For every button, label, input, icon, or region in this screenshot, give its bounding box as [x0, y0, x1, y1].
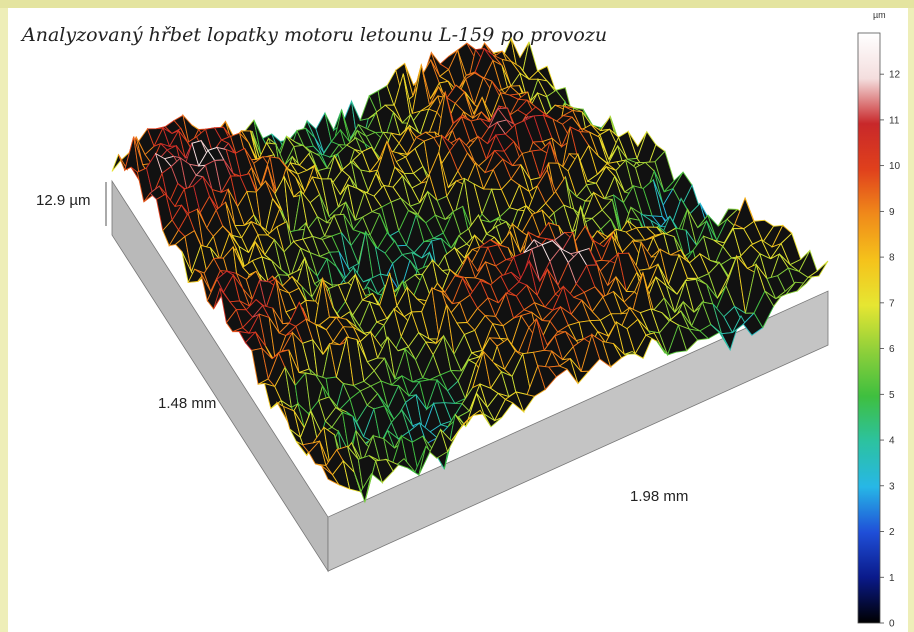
z-axis-label: 12.9 µm [36, 192, 91, 209]
colorbar-tick-label: 12 [889, 70, 901, 81]
top-band [0, 0, 914, 8]
colorbar-tick-label: 5 [889, 390, 895, 401]
colorbar-tick-label: 7 [889, 298, 895, 309]
surface-mesh [111, 36, 829, 504]
y-axis-label: 1.48 mm [158, 395, 217, 412]
colorbar-tick-label: 10 [889, 161, 901, 172]
colorbar-unit: µm [873, 10, 886, 20]
colorbar-tick-label: 9 [889, 207, 895, 218]
colorbar-tick-label: 4 [889, 436, 895, 447]
colorbar-tick-label: 2 [889, 527, 895, 538]
colorbar-tick-label: 1 [889, 573, 895, 584]
colorbar-tick-label: 3 [889, 481, 895, 492]
colorbar-tick-label: 0 [889, 619, 895, 630]
colorbar-tick-label: 8 [889, 253, 895, 264]
colorbar-tick-label: 11 [889, 115, 900, 126]
figure-title: Analyzovaný hřbet lopatky motoru letounu… [22, 24, 608, 46]
surface-base [105, 179, 829, 573]
base-front-side [327, 290, 829, 572]
colorbar-tick-label: 6 [889, 344, 895, 355]
mesh-cell [807, 260, 829, 278]
x-axis-label: 1.98 mm [630, 488, 689, 505]
colorbar-bar [857, 32, 881, 624]
